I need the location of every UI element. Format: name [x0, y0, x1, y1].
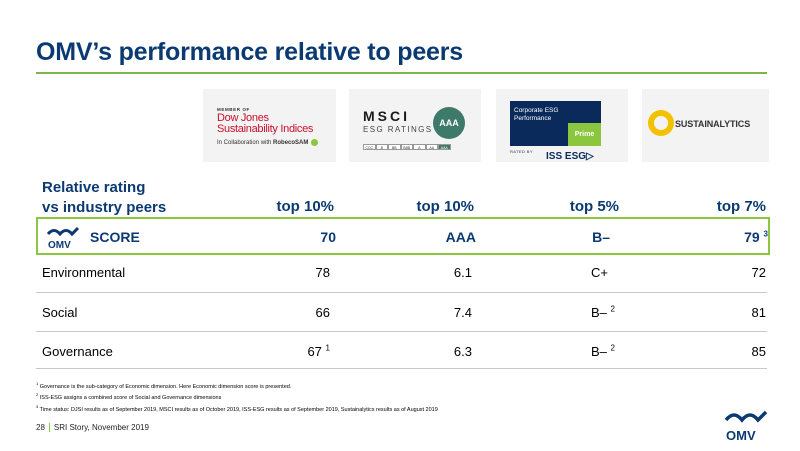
omv-brand-logo: OMV: [724, 410, 768, 443]
msci-badge: AAA: [433, 107, 465, 139]
gov-sustainalytics: 85: [751, 344, 766, 359]
msci-scale-item: CCC: [363, 144, 376, 150]
social-sustainalytics: 81: [751, 305, 766, 320]
footnote-1-number: 1: [36, 381, 39, 386]
footnote-2-text: ISS-ESG assigns a combined score of Soci…: [39, 395, 222, 402]
footnote-1: 1 Governance is the sub-category of Econ…: [36, 380, 438, 391]
iss-line1: Corporate ESG: [514, 107, 559, 114]
score-iss: B–: [592, 229, 610, 245]
sustainalytics-sun-icon: [648, 110, 674, 136]
djsi-collab-prefix: In Collaboration with: [217, 140, 272, 147]
table-header-label: Relative rating vs industry peers: [42, 178, 166, 218]
djsi-collab-brand: RobecoSAM: [273, 140, 309, 147]
footnote-3: 3 Time status: DJSI results as of Septem…: [36, 403, 438, 414]
social-djsi: 66: [315, 305, 330, 320]
footnote-ref-2: 2: [610, 304, 615, 314]
iss-line2: Performance: [514, 115, 552, 122]
djsi-name: Dow Jones Sustainability Indices: [217, 113, 313, 135]
row-divider: [36, 292, 767, 293]
score-row: OMV SCORE 70 AAA B– 79 3: [36, 217, 770, 255]
page-number: 28: [36, 423, 45, 432]
header-sustainalytics: top 7%: [716, 198, 766, 215]
robecosam-dot-icon: [311, 139, 319, 146]
row-divider: [36, 368, 767, 369]
env-sustainalytics: 72: [751, 265, 766, 280]
title-underline: [36, 72, 767, 74]
footnote-3-number: 3: [36, 403, 39, 409]
msci-scale-item: BBB: [400, 144, 413, 150]
iss-brand: ISS ESG▷: [546, 151, 594, 162]
row-label-social: Social: [42, 305, 78, 320]
row-divider: [36, 331, 767, 332]
header-label-line1: Relative rating: [42, 179, 146, 196]
social-iss-value: B–: [591, 305, 607, 320]
djsi-logo: MEMBER OF Dow Jones Sustainability Indic…: [203, 89, 336, 162]
social-iss: B– 2: [591, 305, 615, 320]
djsi-line2: Sustainability Indices: [217, 123, 314, 135]
footer-text: SRI Story, November 2019: [53, 423, 149, 432]
gov-djsi: 67 1: [307, 344, 330, 359]
msci-scale-item: AA: [425, 144, 438, 150]
env-iss: C+: [591, 265, 608, 280]
footnote-1-text: Governance is the sub-category of Econom…: [39, 383, 292, 390]
iss-esg-logo: Corporate ESG Performance Prime RATED BY…: [496, 89, 628, 162]
row-label-environmental: Environmental: [42, 265, 126, 280]
row-label-governance: Governance: [42, 344, 113, 359]
omv-mini-text: OMV: [48, 240, 71, 250]
djsi-line1: Dow Jones: [217, 112, 269, 124]
gov-djsi-value: 67: [307, 344, 322, 359]
page-title: OMV’s performance relative to peers: [36, 38, 463, 66]
iss-prime: Prime: [568, 123, 601, 146]
footer: 28 SRI Story, November 2019: [36, 423, 149, 433]
sustainalytics-logo: SUSTAINALYTICS: [642, 89, 769, 162]
header-iss: top 5%: [569, 198, 619, 215]
msci-scale-item: B: [375, 144, 388, 150]
footnote-ref-1: 1: [325, 343, 330, 353]
social-msci: 7.4: [453, 305, 472, 320]
msci-scale-item: BB: [388, 144, 401, 150]
gov-iss: B– 2: [591, 344, 615, 359]
gov-msci: 6.3: [453, 344, 472, 359]
footnotes: 1 Governance is the sub-category of Econ…: [36, 380, 438, 414]
footnote-2-number: 2: [36, 392, 39, 398]
iss-rated-by: RATED BY: [510, 149, 533, 154]
omv-brand-text: OMV: [726, 428, 756, 443]
msci-scale-item: AAA: [438, 144, 451, 150]
footnote-ref-3: 3: [763, 229, 768, 239]
msci-logo: MSCI ESG RATINGS AAA CCC B BB BBB A AA AAA: [349, 89, 481, 162]
env-msci: 6.1: [453, 265, 472, 280]
djsi-collab: In Collaboration with RobecoSAM: [217, 139, 319, 147]
footer-divider: [48, 423, 50, 433]
header-label-line2: vs industry peers: [42, 199, 167, 216]
msci-scale-item: A: [413, 144, 426, 150]
score-sustainalytics-value: 79: [744, 229, 760, 245]
score-sustainalytics: 79 3: [744, 229, 768, 245]
env-djsi: 78: [315, 265, 330, 280]
footnote-3-text: Time status: DJSI results as of Septembe…: [39, 406, 438, 413]
score-msci: AAA: [445, 229, 476, 245]
iss-badge-text: Corporate ESG Performance: [514, 107, 558, 123]
iss-badge: Corporate ESG Performance Prime: [510, 101, 601, 146]
djsi-member-of: MEMBER OF: [217, 107, 250, 112]
footnote-ref-2: 2: [610, 343, 615, 353]
msci-sub: ESG RATINGS: [363, 125, 433, 134]
omv-logo-icon: OMV: [46, 226, 80, 250]
msci-word: MSCI: [363, 108, 410, 124]
score-label: SCORE: [90, 229, 140, 245]
sustainalytics-word: SUSTAINALYTICS: [675, 119, 751, 129]
header-msci: top 10%: [416, 198, 474, 215]
footnote-2: 2 ISS-ESG assigns a combined score of So…: [36, 391, 438, 402]
msci-scale: CCC B BB BBB A AA AAA: [363, 144, 451, 150]
score-djsi: 70: [320, 229, 336, 245]
gov-iss-value: B–: [591, 344, 607, 359]
header-djsi: top 10%: [276, 198, 334, 215]
